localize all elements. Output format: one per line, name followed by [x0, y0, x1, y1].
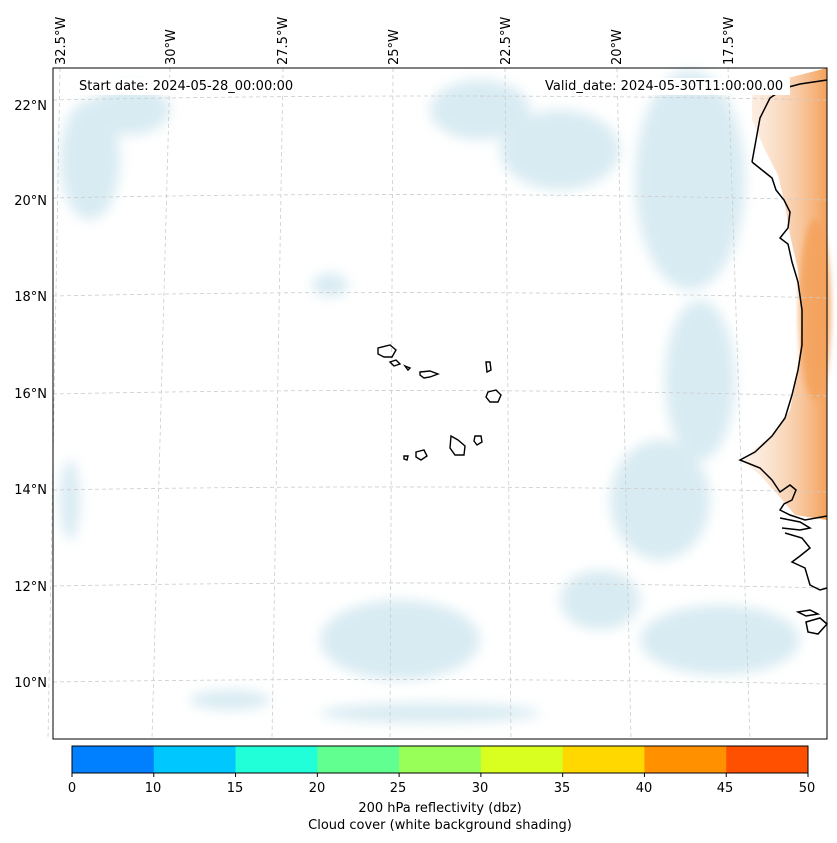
cloud-cover-shading	[60, 70, 800, 723]
start-date-label: Start date: 2024-05-28_00:00:00	[72, 78, 301, 95]
lon-label-30w: 30°W	[164, 29, 179, 65]
lon-label-32-5w: 32.5°W	[54, 16, 69, 65]
colorbar-swatch-3	[317, 746, 400, 773]
colorbar-swatch-7	[644, 746, 727, 773]
map-border	[52, 67, 828, 740]
island-maio	[473, 435, 483, 446]
island-fogo	[415, 449, 428, 461]
lon-label-20w: 20°W	[610, 29, 625, 65]
island-boa-vista	[485, 389, 502, 403]
lon-label-17-5w: 17.5°W	[722, 16, 737, 65]
africa-hot-core	[799, 220, 831, 400]
africa-coastline	[738, 79, 829, 635]
colorbar-border	[71, 745, 809, 774]
colorbar-swatch-6	[562, 746, 645, 773]
colorbar-label-cloud-cover: Cloud cover (white background shading)	[308, 818, 572, 833]
lat-label-14n: 14°N	[14, 483, 47, 498]
colorbar-swatch-4	[399, 746, 482, 773]
island-brava	[403, 455, 409, 461]
map-panel	[47, 67, 831, 740]
colorbar-swatch-8	[726, 746, 809, 773]
colorbar-swatch-2	[235, 746, 318, 773]
lat-label-10n: 10°N	[14, 676, 47, 691]
lon-label-27-5w: 27.5°W	[276, 16, 291, 65]
colorbar-swatch-0	[72, 746, 155, 773]
colorbar-swatch-5	[480, 746, 564, 773]
lat-label-12n: 12°N	[14, 580, 47, 595]
colorbar-tick-50: 50	[798, 781, 816, 796]
colorbar-tick-30: 30	[471, 781, 489, 796]
africa-shading	[742, 68, 827, 520]
colorbar-swatch-1	[153, 746, 237, 773]
colorbar-tick-15: 15	[226, 781, 244, 796]
island-sal	[485, 361, 492, 374]
colorbar	[71, 745, 809, 777]
colorbar-tick-20: 20	[308, 781, 326, 796]
colorbar-label-reflectivity: 200 hPa reflectivity (dbz)	[358, 801, 522, 816]
colorbar-tick-35: 35	[553, 781, 571, 796]
lat-label-18n: 18°N	[14, 290, 47, 305]
lon-label-25w: 25°W	[387, 29, 402, 65]
island-sao-nicolau	[419, 370, 440, 379]
island-santo-antao	[377, 344, 397, 358]
island-santa-luzia	[402, 364, 412, 372]
lat-label-20n: 20°N	[14, 194, 47, 209]
cape-verde-islands	[377, 344, 502, 461]
lat-label-22n: 22°N	[14, 99, 47, 114]
graticule	[47, 67, 828, 740]
colorbar-tick-25: 25	[389, 781, 407, 796]
colorbar-tick-40: 40	[635, 781, 653, 796]
valid-date-label: Valid_date: 2024-05-30T11:00:00.00	[538, 78, 791, 95]
colorbar-tick-45: 45	[716, 781, 734, 796]
lon-label-22-5w: 22.5°W	[499, 16, 514, 65]
colorbar-tick-10: 10	[144, 781, 162, 796]
lat-label-16n: 16°N	[14, 387, 47, 402]
island-sao-vicente	[388, 359, 402, 367]
colorbar-tick-0: 0	[67, 781, 77, 796]
island-santiago	[449, 434, 466, 456]
